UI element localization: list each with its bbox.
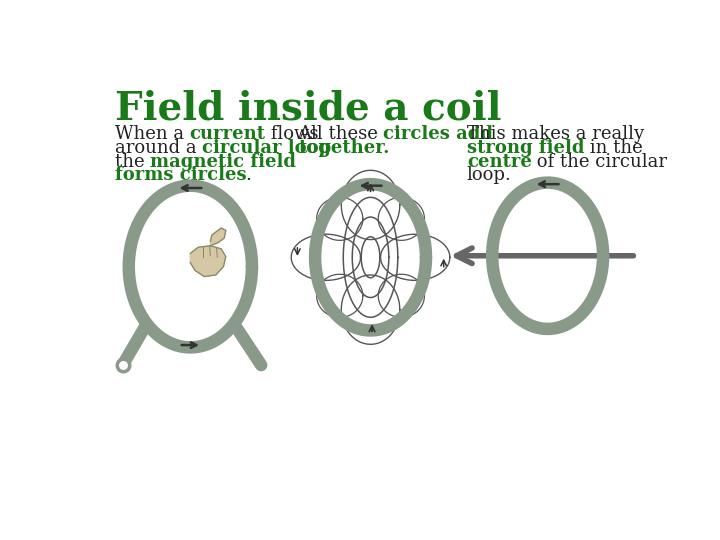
Polygon shape [190,246,226,276]
Text: strong field: strong field [467,139,585,157]
Text: loop.: loop. [467,166,511,185]
Text: All these: All these [298,125,384,143]
Text: This makes a really: This makes a really [467,125,644,143]
Text: When a: When a [115,125,190,143]
Text: of the circular: of the circular [531,153,667,171]
Text: together.: together. [298,139,390,157]
Text: circular loop: circular loop [202,139,331,157]
Text: .: . [246,166,251,185]
Text: in the: in the [583,139,642,157]
Text: current: current [189,125,265,143]
Text: Field inside a coil: Field inside a coil [115,90,501,127]
Polygon shape [210,228,226,246]
Text: magnetic field: magnetic field [150,153,296,171]
Text: circles add: circles add [383,125,493,143]
Text: forms circles: forms circles [115,166,246,185]
Text: centre: centre [467,153,531,171]
Text: the: the [115,153,150,171]
Text: flows: flows [265,125,318,143]
Text: around a: around a [115,139,202,157]
